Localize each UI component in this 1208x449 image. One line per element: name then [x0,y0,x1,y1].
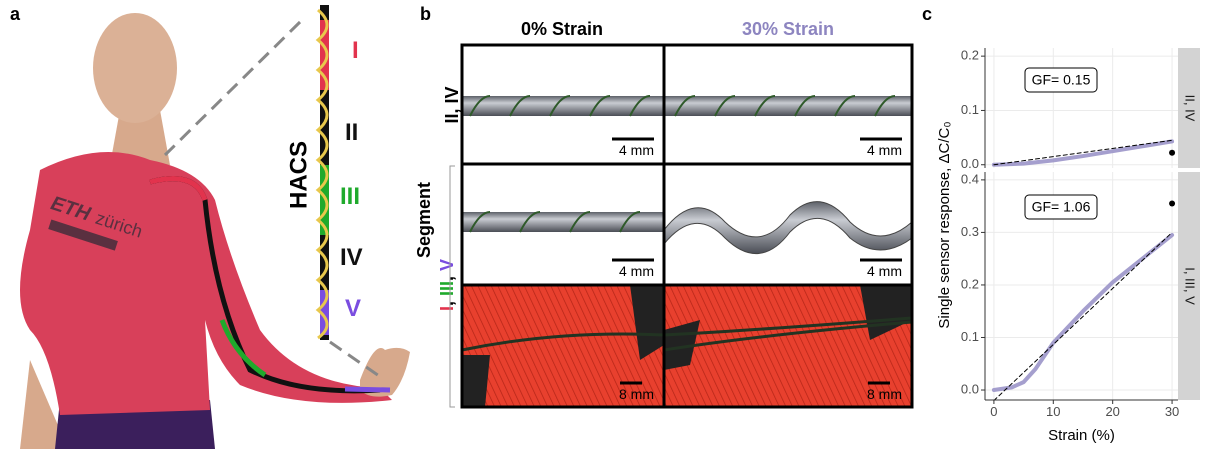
y-tick-label: 0.0 [961,156,979,171]
y-tick-label: 0.2 [961,48,979,63]
segment-label: IV [340,244,363,271]
row-label: II, IV [442,86,462,123]
plot-area [985,48,1178,168]
row-label-part: V [437,259,457,271]
photo-grid [462,45,912,407]
x-tick-label: 20 [1105,404,1119,419]
panel-label: c [922,4,932,24]
column-header: 30% Strain [742,19,834,39]
scale-bar-label: 4 mm [619,263,654,279]
x-tick-label: 0 [990,404,997,419]
y-tick-label: 0.4 [961,171,979,186]
segment-label: V [345,295,361,322]
scale-bar-label: 4 mm [867,142,902,158]
sensor-label: HACS [285,141,312,209]
scale-bar-label: 4 mm [867,263,902,279]
row-label-part: II, IV [442,86,462,123]
column-header: 0% Strain [521,19,603,39]
data-point [1169,150,1175,156]
scale-bar-label: 8 mm [619,386,654,402]
x-tick-label: 30 [1165,404,1179,419]
y-tick-label: 0.2 [961,276,979,291]
row-label-part: , [437,296,457,306]
panel-label: b [420,4,431,24]
facet-label: I, III, V [1183,267,1198,305]
y-tick-label: 0.3 [961,224,979,239]
figure: a b c ETH zürich HACS I II III IV V 0% S… [0,0,1208,449]
row-label-part: , [437,271,457,281]
y-axis-label: Single sensor response, ΔC/C₀ [936,121,953,328]
annotation: GF= 0.15 [1032,72,1091,88]
person-illustration: ETH zürich [20,13,410,449]
annotation: GF= 1.06 [1032,199,1091,215]
scale-bar-label: 4 mm [619,142,654,158]
scale-bar-label: 8 mm [867,386,902,402]
y-tick-label: 0.0 [961,381,979,396]
row-axis-label: Segment [414,182,434,258]
segment-label: III [340,183,360,210]
segment-label: I [352,37,359,64]
x-axis-label: Strain (%) [1048,427,1115,444]
row-label: I, III, V [437,259,457,311]
facet-label: II, IV [1183,95,1198,122]
sensor-rod [318,5,329,340]
data-point [1169,201,1175,207]
y-tick-label: 0.1 [961,102,979,117]
row-label-part: III [437,281,457,296]
x-tick-label: 10 [1046,404,1060,419]
panel-label: a [10,4,21,24]
segment-label: II [345,119,358,146]
y-tick-label: 0.1 [961,329,979,344]
